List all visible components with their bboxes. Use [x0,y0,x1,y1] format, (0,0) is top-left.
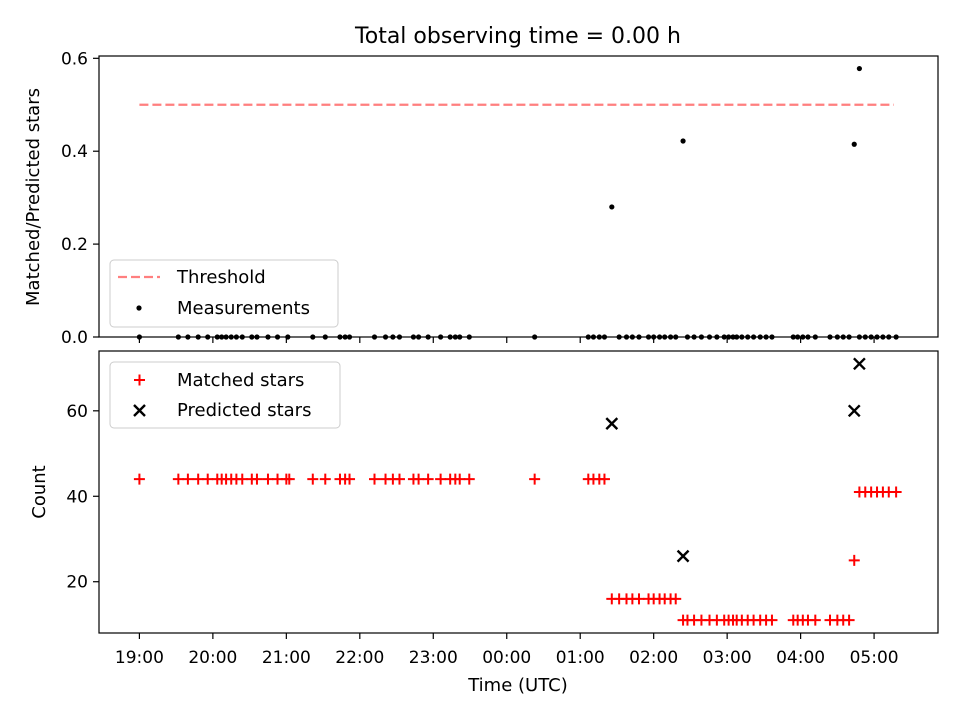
top-ytick-label: 0.6 [61,49,88,69]
bottom-panel-frame [98,350,939,634]
matched-star-point [633,593,645,605]
matched-star-point [529,473,541,485]
xtick-label: 04:00 [776,648,825,668]
xtick-label: 19:00 [115,648,164,668]
matched-star-point [454,473,466,485]
predicted-star-point [676,549,690,563]
bottom-panel: 20 40 60 19:00 20:00 21:00 22:00 23:00 00:00 01:… [29,350,939,696]
matched-star-point [413,473,425,485]
measurement-point [851,141,857,147]
top-ytick-label: 0.2 [61,235,88,255]
xtick-label: 20:00 [188,648,237,668]
xtick-label: 23:00 [409,648,458,668]
matched-star-point [182,473,194,485]
top-legend: Threshold Measurements [109,259,339,328]
top-legend-box [109,259,339,328]
legend-predicted-label: Predicted stars [177,400,311,421]
bottom-legend: Matched stars Predicted stars [109,361,341,429]
xtick-label: 00:00 [482,648,531,668]
matched-star-point [890,486,902,498]
matched-star-point [422,473,434,485]
matched-star-point [307,473,319,485]
matched-star-point [463,473,475,485]
matched-star-point [598,473,610,485]
matched-star-point [393,473,405,485]
matched-star-point [670,593,682,605]
predicted-star-point [847,404,861,418]
measurement-point [856,65,862,72]
top-ytick-label: 0.0 [61,328,88,348]
measurement-point [680,138,686,144]
matched-star-point [809,614,821,626]
matched-star-point [172,473,184,485]
predicted-star-point [853,357,866,371]
matched-star-point [202,473,214,485]
matched-star-point [192,473,204,485]
top-ytick-label: 0.4 [61,142,88,162]
legend-measurements-swatch [136,305,142,311]
matched-star-point [369,473,381,485]
chart-title: Total observing time = 0.00 h [354,24,681,49]
measurement-point [609,204,615,210]
matched-star-point [344,473,356,485]
xtick-label: 02:00 [629,648,678,668]
xtick-label: 03:00 [703,648,752,668]
bottom-ytick-label: 20 [66,573,88,593]
bottom-ytick-label: 40 [66,487,88,507]
top-panel: 0.0 0.2 0.4 0.6 Matched/Predicted stars Thr… [23,49,939,348]
x-axis-label: Time (UTC) [467,675,568,696]
matched-star-point [236,473,248,485]
top-panel-frame [98,55,939,338]
top-ylabel: Matched/Predicted stars [23,88,44,306]
matched-star-point [319,473,331,485]
predicted-star-point [605,417,619,430]
xtick-label: 22:00 [335,648,384,668]
legend-matched-swatch [134,374,145,386]
legend-predicted-swatch [133,404,146,417]
legend-measurements-label: Measurements [177,298,310,319]
matched-star-point [133,473,145,485]
matched-star-point [766,614,778,626]
legend-threshold-label: Threshold [176,267,266,288]
matched-star-point [843,614,855,626]
legend-matched-label: Matched stars [177,370,304,391]
xtick-label: 01:00 [556,648,605,668]
matched-star-point [251,473,263,485]
xtick-label: 21:00 [262,648,311,668]
xtick-label: 05:00 [850,648,899,668]
matched-star-point [435,473,447,485]
matched-star-point [262,473,274,485]
bottom-ytick-label: 60 [66,402,88,422]
matched-star-point [848,554,860,566]
matched-star-point [283,473,295,485]
bottom-legend-box [109,361,341,429]
bottom-ylabel: Count [29,465,50,518]
